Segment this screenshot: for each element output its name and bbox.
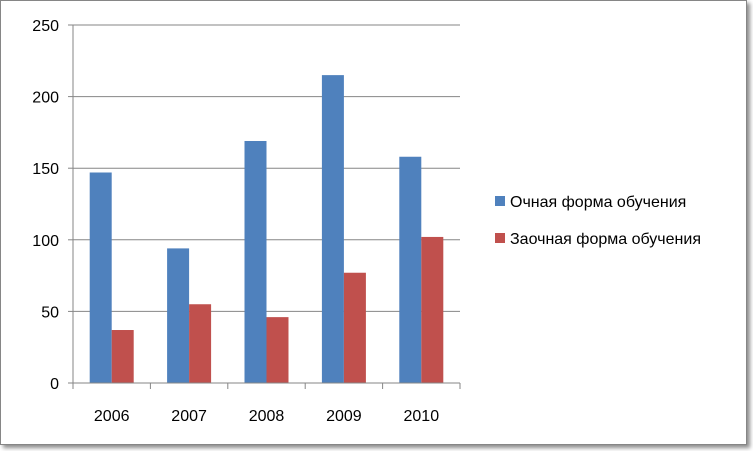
x-tick-label: 2009	[326, 408, 362, 425]
bar-fulltime-2009	[321, 75, 344, 384]
y-tick-label: 50	[41, 304, 59, 321]
bar-parttime-2008	[266, 317, 289, 383]
x-tick-label: 2008	[249, 408, 285, 425]
legend-swatch	[495, 196, 505, 206]
x-tick-label: 2007	[171, 408, 207, 425]
x-tick-label: 2010	[404, 408, 440, 425]
y-tick-label: 100	[32, 233, 59, 250]
legend-label: Заочная форма обучения	[510, 231, 701, 248]
y-tick-label: 150	[32, 161, 59, 178]
y-tick-label: 250	[32, 18, 59, 35]
bar-parttime-2007	[189, 304, 212, 383]
axes	[68, 24, 461, 389]
y-tick-label: 0	[50, 376, 59, 393]
legend-swatch	[495, 233, 505, 243]
y-tick-labels: 0 50 100 150 200 250	[32, 18, 59, 393]
bar-fulltime-2008	[244, 140, 267, 383]
bars	[89, 75, 444, 384]
bar-parttime-2009	[343, 272, 366, 383]
bar-parttime-2010	[421, 236, 444, 383]
bar-parttime-2006	[111, 330, 134, 383]
legend-label: Очная форма обучения	[510, 194, 686, 211]
y-tick-label: 200	[32, 90, 59, 107]
legend: Очная форма обучения Заочная форма обучен…	[495, 194, 701, 248]
x-tick-labels: 2006 2007 2008 2009 2010	[94, 408, 439, 425]
bar-fulltime-2006	[89, 172, 112, 383]
x-tick-label: 2006	[94, 408, 130, 425]
bar-fulltime-2010	[399, 156, 422, 383]
bar-fulltime-2007	[167, 248, 190, 383]
